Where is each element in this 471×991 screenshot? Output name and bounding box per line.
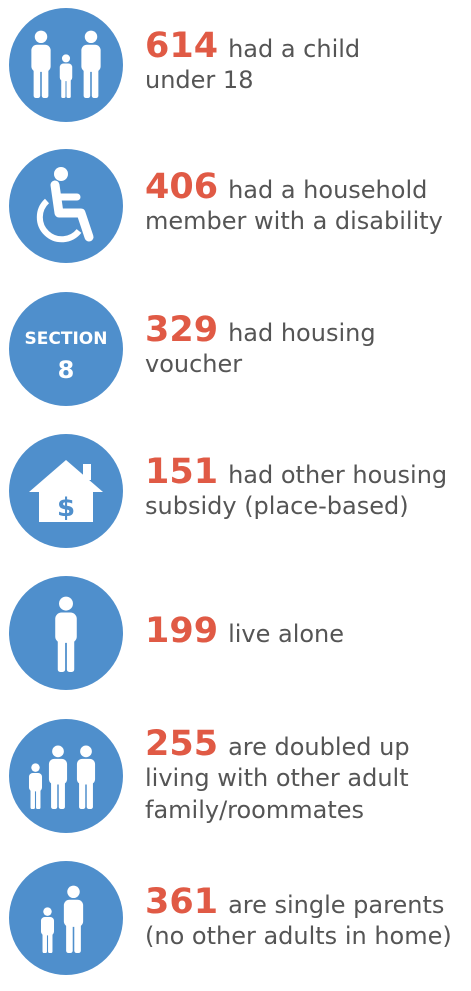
item: 255 are doubled up living with other adul… <box>0 719 471 849</box>
number: 255 <box>145 724 219 764</box>
number: 199 <box>145 611 219 651</box>
line: member with a disability <box>145 207 443 235</box>
icon-text: $ <box>57 493 75 523</box>
number: 329 <box>145 310 219 350</box>
item: 614 had a child under 18 <box>0 8 471 138</box>
wheelchair-icon <box>9 149 123 263</box>
item-text: 199 live alone <box>145 614 471 649</box>
item-text: 406 had a household member with a disabil… <box>145 170 471 237</box>
line: had a child <box>228 35 361 63</box>
item: SECTION 8 329 had housing voucher <box>0 292 471 422</box>
item-text: 255 are doubled up living with other adul… <box>145 727 471 826</box>
line: subsidy (place-based) <box>145 492 409 520</box>
line: had other housing <box>228 461 448 489</box>
house-icon: $ <box>9 434 123 548</box>
number: 151 <box>145 452 219 492</box>
number: 406 <box>145 167 219 207</box>
item: $ 151 had other housing subsidy (place-ba… <box>0 434 471 564</box>
line: voucher <box>145 350 243 378</box>
line: (no other adults in home) <box>145 922 452 950</box>
item: 361 are single parents (no other adults i… <box>0 861 471 991</box>
item-text: 329 had housing voucher <box>145 313 471 380</box>
family-icon <box>9 8 123 122</box>
line: had housing <box>228 319 376 347</box>
roommates-icon <box>9 719 123 833</box>
item: 199 live alone <box>0 576 471 706</box>
item-text: 151 had other housing subsidy (place-base… <box>145 455 471 522</box>
person-icon <box>9 576 123 690</box>
item-text: 614 had a child under 18 <box>145 29 471 96</box>
single-parent-icon <box>9 861 123 975</box>
line: family/roommates <box>145 796 365 824</box>
icon-text: SECTION <box>25 329 108 349</box>
item-text: 361 are single parents (no other adults i… <box>145 885 471 952</box>
line: had a household <box>228 176 428 204</box>
line: are single parents <box>228 891 445 919</box>
line: are doubled up <box>228 733 410 761</box>
icon-text: 8 <box>58 356 75 384</box>
line: under 18 <box>145 66 254 94</box>
number: 361 <box>145 882 219 922</box>
item: 406 had a household member with a disabil… <box>0 149 471 279</box>
section8-icon: SECTION 8 <box>9 292 123 406</box>
line: live alone <box>228 620 345 648</box>
number: 614 <box>145 26 219 66</box>
line: living with other adult <box>145 764 409 792</box>
